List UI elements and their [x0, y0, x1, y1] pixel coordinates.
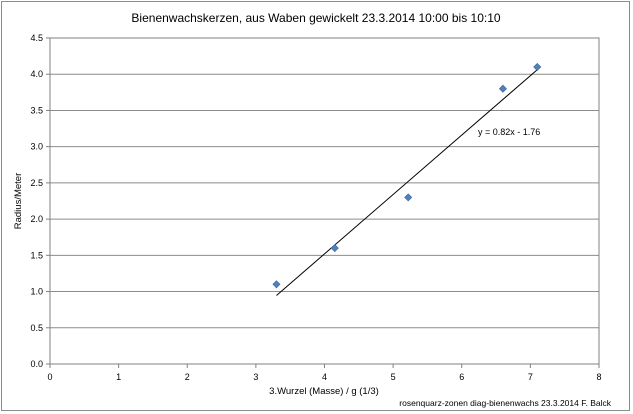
- data-point-0-0: [272, 280, 281, 289]
- x-tick-label-8: 8: [596, 372, 601, 382]
- chart-title: Bienenwachskerzen, aus Waben gewickelt 2…: [131, 11, 500, 25]
- data-points: [272, 62, 542, 289]
- x-tick-label-6: 6: [459, 372, 464, 382]
- y-tick-label-5: 2.5: [30, 178, 43, 188]
- y-tick-label-7: 3.5: [30, 105, 43, 115]
- trendline-equation: y = 0.82x - 1.76: [478, 127, 540, 137]
- y-tick-label-1: 0.5: [30, 323, 43, 333]
- y-tick-label-4: 2.0: [30, 214, 43, 224]
- x-tick-label-0: 0: [47, 372, 52, 382]
- y-tick-label-0: 0.0: [30, 359, 43, 369]
- x-tick-label-4: 4: [322, 372, 327, 382]
- trendline: [276, 69, 538, 296]
- data-point-0-3: [498, 84, 507, 93]
- data-point-0-1: [330, 244, 339, 253]
- y-tick-label-3: 1.5: [30, 250, 43, 260]
- data-point-0-4: [533, 62, 542, 72]
- data-point-0-2: [404, 193, 413, 202]
- x-tick-label-1: 1: [116, 372, 121, 382]
- x-axis-label: 3.Wurzel (Masse) / g (1/3): [269, 386, 379, 397]
- y-tick-label-2: 1.0: [30, 287, 43, 297]
- y-tick-label-8: 4.0: [30, 69, 43, 79]
- x-tick-label-5: 5: [391, 372, 396, 382]
- x-tick-label-3: 3: [253, 372, 258, 382]
- y-axis-ticks: 0.0 0.5 1.0 1.5 2.0 2.5 3.0 3.5 4.0 4.5: [30, 33, 50, 369]
- footer-note: rosenquarz-zonen diag-bienenwachs 23.3.2…: [399, 398, 611, 408]
- y-tick-label-9: 4.5: [30, 33, 43, 43]
- y-axis-label: Radius/Meter: [13, 173, 24, 230]
- x-tick-label-2: 2: [185, 372, 190, 382]
- x-axis-ticks: 0 1 2 3 4 5 6 7 8: [47, 364, 602, 382]
- x-tick-label-7: 7: [528, 372, 533, 382]
- y-tick-label-6: 3.0: [30, 142, 43, 152]
